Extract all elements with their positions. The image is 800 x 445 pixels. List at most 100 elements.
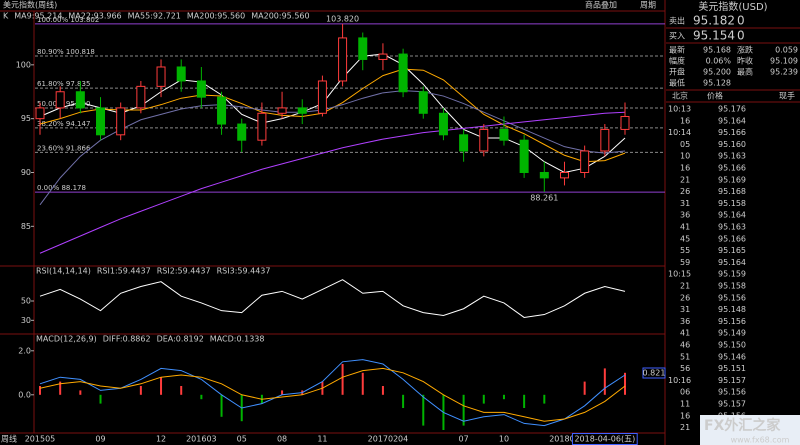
y-tick-label: 85	[21, 222, 31, 231]
x-tick-label: 201505	[25, 435, 56, 444]
period-label: 周线	[1, 434, 17, 444]
tick-time: 21	[680, 175, 690, 184]
watermark-brand: FX外汇之家	[704, 417, 781, 434]
tick-price: 95.164	[718, 116, 746, 125]
moving-average	[39, 68, 626, 163]
legend-entry: DEA:0.8192	[157, 335, 204, 344]
tick-header: 现手	[779, 91, 795, 101]
tick-header: 价格	[707, 91, 723, 101]
candle-body	[499, 128, 509, 141]
x-tick-label: 201702	[368, 435, 399, 444]
toolbar-button[interactable]: 周期	[640, 1, 656, 10]
tick-price: 95.160	[718, 140, 746, 149]
candle-body	[580, 150, 590, 173]
candle-body	[418, 91, 428, 114]
y-tick-label: 50	[21, 297, 31, 306]
candle-body	[156, 66, 166, 87]
tick-price: 95.149	[718, 329, 746, 338]
candle-body	[317, 80, 327, 114]
tick-time: 16	[680, 164, 690, 173]
legend-entry: MA9:95.214	[14, 12, 62, 21]
y-tick-label: 0.0	[18, 390, 31, 399]
tick-time: 41	[680, 223, 690, 232]
candle-body	[35, 107, 45, 120]
low-label: 88.261	[530, 193, 558, 202]
tick-time: 26	[680, 293, 690, 302]
x-tick-label: 10	[499, 435, 509, 444]
tick-price: 95.166	[718, 234, 746, 243]
candle-body	[55, 91, 65, 109]
x-tick-label: 201603	[186, 435, 217, 444]
pane-title: MACD(12,26,9)	[36, 335, 97, 344]
candle-body	[196, 80, 206, 98]
quote-price: 95.154	[693, 29, 735, 43]
candle-body	[398, 53, 408, 93]
tick-time: 31	[680, 305, 690, 314]
fib-label: 80.90% 100.818	[37, 48, 95, 56]
stat-cell: 最高	[737, 67, 753, 77]
diff-line	[39, 359, 626, 427]
tick-time: 46	[680, 341, 690, 350]
legend-entry: MACD:0.1338	[210, 335, 265, 344]
fib-label: 61.80% 97.835	[37, 80, 90, 88]
tick-price: 95.156	[718, 293, 746, 302]
tick-time: 55	[680, 246, 690, 255]
tick-time: 51	[680, 352, 690, 361]
candle-body	[217, 96, 227, 125]
tick-price: 95.164	[718, 211, 746, 220]
legend-entry: RSI2:59.4437	[157, 267, 211, 276]
y-tick-label: 90	[21, 168, 31, 177]
stat-cell: 最新	[669, 45, 685, 55]
fib-label: 0.00% 88.178	[37, 184, 86, 192]
quote-volume: 0	[737, 29, 745, 43]
tick-time: 36	[680, 211, 690, 220]
candle-body	[136, 85, 146, 109]
legend-entry: MA200:95.560	[187, 12, 245, 21]
fib-label: 23.60% 91.866	[37, 144, 91, 152]
tick-time: 16	[680, 116, 690, 125]
candle-body	[297, 107, 307, 114]
fib-label: 100.00% 103.802	[37, 16, 99, 24]
pane-title: K	[3, 12, 9, 21]
stat-cell: 幅度	[669, 56, 685, 66]
tick-price: 95.166	[718, 164, 746, 173]
tick-time: 21	[680, 423, 690, 432]
stat-cell: 开盘	[669, 67, 685, 77]
tick-time: 45	[680, 234, 690, 243]
tick-price: 95.163	[718, 152, 746, 161]
tick-price: 95.157	[718, 376, 746, 385]
high-label: 103.820	[326, 14, 359, 23]
legend-entry: MA22:93.966	[68, 12, 121, 21]
stat-cell: 95.128	[703, 79, 731, 88]
tick-price: 95.151	[718, 364, 746, 373]
tick-header: 北京	[672, 91, 688, 101]
watermark-url: www.fx68.com	[731, 436, 790, 445]
toolbar-button[interactable]: 商品叠加	[585, 0, 617, 10]
window-title: 美元指数(周线)	[3, 0, 57, 10]
quote-label: 买入	[669, 32, 685, 41]
tick-price: 95.168	[718, 187, 746, 196]
candle-body	[539, 171, 549, 179]
quote-volume: 0	[737, 14, 745, 28]
y-tick-label: 100	[16, 60, 31, 69]
tick-price: 95.146	[718, 352, 746, 361]
x-tick-label: 05	[237, 435, 247, 444]
tick-time: 10	[680, 152, 690, 161]
x-tick-label: 201801	[549, 435, 580, 444]
candle-body	[519, 139, 529, 173]
stat-cell: 95.200	[703, 68, 731, 77]
legend-entry: MA55:92.721	[128, 12, 181, 21]
stat-cell: 95.109	[770, 57, 798, 66]
tick-price: 95.158	[718, 282, 746, 291]
moving-average	[39, 111, 626, 254]
current-value: 0.821	[643, 369, 666, 378]
stat-cell: 0.06%	[706, 57, 732, 66]
tick-time: 06	[680, 388, 690, 397]
tick-time: 21	[680, 282, 690, 291]
candle-body	[378, 53, 388, 60]
tick-price: 95.166	[718, 128, 746, 137]
stat-cell: 昨收	[737, 56, 753, 66]
dea-line	[39, 367, 626, 422]
candle-body	[75, 91, 85, 109]
current-value-box	[642, 367, 666, 379]
